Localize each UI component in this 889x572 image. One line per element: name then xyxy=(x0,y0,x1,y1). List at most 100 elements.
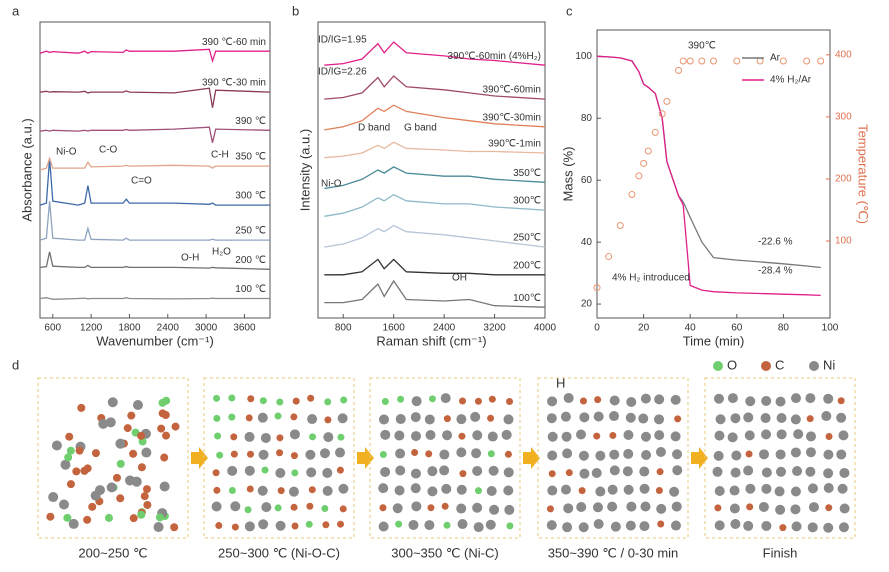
legend-label: O xyxy=(727,357,737,372)
atom xyxy=(394,485,405,496)
atom xyxy=(825,504,833,512)
atom xyxy=(379,451,387,459)
annotation: 4% H₂ introduced xyxy=(612,273,690,284)
atom xyxy=(258,449,269,460)
atom xyxy=(408,519,419,530)
series-label: 390 ℃-60 min xyxy=(202,37,266,48)
atom xyxy=(441,483,452,494)
atom xyxy=(805,447,816,458)
atom xyxy=(276,434,284,442)
atom xyxy=(459,397,467,405)
x-tick-label: 2400 xyxy=(433,323,456,334)
atom xyxy=(506,522,514,530)
atom xyxy=(759,449,770,460)
atom xyxy=(132,400,143,411)
atom xyxy=(335,447,346,458)
atom xyxy=(142,485,151,494)
atom xyxy=(595,486,606,497)
atom xyxy=(504,504,515,515)
atom xyxy=(488,395,496,403)
atom xyxy=(839,503,850,514)
y-tick-label: 60 xyxy=(581,175,593,186)
y2-tick-label: 100 xyxy=(835,236,852,247)
atom xyxy=(547,485,558,496)
series-line xyxy=(324,41,546,66)
annotation: ID/IG=2.26 xyxy=(318,67,367,78)
atom xyxy=(657,520,665,528)
stage-box xyxy=(37,377,189,539)
x-tick-label: 1600 xyxy=(383,323,406,334)
atom xyxy=(504,450,512,458)
atom xyxy=(411,396,422,407)
atoms xyxy=(378,393,515,533)
atom xyxy=(60,459,71,470)
atom xyxy=(58,499,69,510)
atom xyxy=(143,500,152,509)
atom xyxy=(655,447,666,458)
series-line xyxy=(324,193,546,217)
atom xyxy=(129,514,138,523)
atom xyxy=(761,467,772,478)
atom xyxy=(578,487,586,495)
y2-tick-label: 300 xyxy=(835,112,852,123)
atom xyxy=(215,522,223,530)
atom xyxy=(506,397,514,405)
atom xyxy=(68,518,79,529)
atom xyxy=(129,449,138,458)
temperature-point xyxy=(679,57,687,65)
atom xyxy=(609,465,620,476)
y2-axis-title: Temperature (℃) xyxy=(856,124,871,224)
atom xyxy=(72,467,81,476)
atom xyxy=(123,424,132,433)
atom xyxy=(275,520,286,531)
atom xyxy=(395,414,406,425)
atom xyxy=(472,430,483,441)
series-line xyxy=(39,201,270,241)
atom xyxy=(714,504,722,512)
atom xyxy=(547,396,558,407)
h-label: H xyxy=(556,375,565,390)
atom xyxy=(456,484,467,495)
atom xyxy=(46,512,55,521)
y-tick-label: 100 xyxy=(575,51,592,62)
atom xyxy=(83,464,92,473)
y-axis-title: Mass (%) xyxy=(560,147,575,202)
atom xyxy=(823,483,834,494)
atom xyxy=(321,505,329,513)
atom xyxy=(116,494,125,503)
atom xyxy=(714,520,725,531)
atom xyxy=(501,429,512,440)
atom xyxy=(775,504,786,515)
y-tick-label: 80 xyxy=(581,113,593,124)
atom xyxy=(140,492,149,501)
temperature-point xyxy=(640,159,648,167)
series-line xyxy=(324,279,546,308)
atom xyxy=(137,510,146,519)
atom xyxy=(503,485,514,496)
atom xyxy=(427,486,438,497)
atom xyxy=(160,453,169,462)
series-label: 390℃-60min (4%H₂) xyxy=(448,51,541,62)
panel-label: c xyxy=(566,3,573,18)
atom xyxy=(127,411,136,420)
atom xyxy=(456,414,467,425)
panel-label: d xyxy=(12,357,19,372)
atom xyxy=(805,466,816,477)
atom xyxy=(503,467,514,478)
atom xyxy=(745,483,756,494)
x-tick-label: 800 xyxy=(335,323,352,334)
atom xyxy=(213,486,221,494)
legend-label: Ar xyxy=(770,53,781,64)
atom xyxy=(98,418,109,429)
atoms xyxy=(46,396,180,533)
atom xyxy=(640,393,651,404)
atom xyxy=(246,485,254,493)
temperature-point xyxy=(803,57,811,65)
atom xyxy=(579,412,590,423)
atom xyxy=(322,485,333,496)
atom xyxy=(443,415,451,423)
x-axis-title: Time (min) xyxy=(683,333,745,348)
atom xyxy=(259,397,267,405)
atom xyxy=(623,484,634,495)
atom xyxy=(159,481,170,492)
